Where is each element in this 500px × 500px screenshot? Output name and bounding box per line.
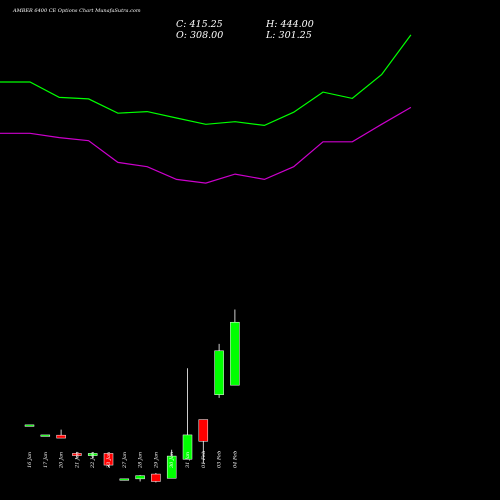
- lower-band-line: [0, 106, 412, 184]
- chart-title: AMBER 6400 CE Options Chart MunafaSutra.…: [12, 8, 141, 14]
- candle-body: [24, 424, 35, 427]
- x-tick-label: 30 Jan: [169, 452, 175, 468]
- x-tick-label: 03 Feb: [217, 451, 223, 468]
- x-tick-label: 22 Jan: [90, 452, 96, 469]
- x-tick-label: 21 Jan: [74, 452, 80, 469]
- x-axis: 16 Jan 17 Jan 20 Jan 21 Jan 22 Jan 23 Jan 27 J…: [27, 451, 238, 469]
- candles-layer: [24, 309, 240, 483]
- candle-body: [87, 453, 98, 456]
- x-tick-label: 23 Jan: [106, 452, 112, 469]
- candle-body: [135, 475, 145, 480]
- x-tick-label: 20 Jan: [59, 452, 65, 469]
- x-tick-label: 16 Jan: [27, 452, 33, 468]
- candle-body: [151, 473, 161, 482]
- upper-band-line: [0, 34, 412, 127]
- x-tick-label: 28 Jan: [138, 452, 144, 469]
- candle-body: [72, 453, 82, 456]
- low-value: L: 301.25: [265, 30, 312, 41]
- bands-layer: [0, 34, 412, 184]
- candle-body: [103, 453, 114, 466]
- close-value: C: 415.25: [176, 19, 223, 30]
- candle-body: [182, 434, 193, 460]
- candle-body: [56, 434, 66, 439]
- x-tick-label: 31 Jan: [185, 452, 191, 468]
- candle-body: [166, 455, 177, 479]
- candle-body: [198, 419, 209, 442]
- x-tick-label: 17 Jan: [43, 452, 49, 468]
- x-tick-label: 29 Jan: [153, 452, 159, 469]
- candle-body: [40, 434, 51, 437]
- candle-body: [214, 350, 224, 395]
- candle-body: [230, 321, 240, 386]
- x-tick-label: 01 Feb: [201, 451, 207, 468]
- open-value: O: 308.00: [176, 30, 223, 41]
- x-tick-label: 27 Jan: [122, 452, 128, 469]
- candle-body: [119, 478, 130, 481]
- x-tick-label: 04 Feb: [232, 451, 238, 468]
- high-value: H: 444.00: [265, 19, 314, 30]
